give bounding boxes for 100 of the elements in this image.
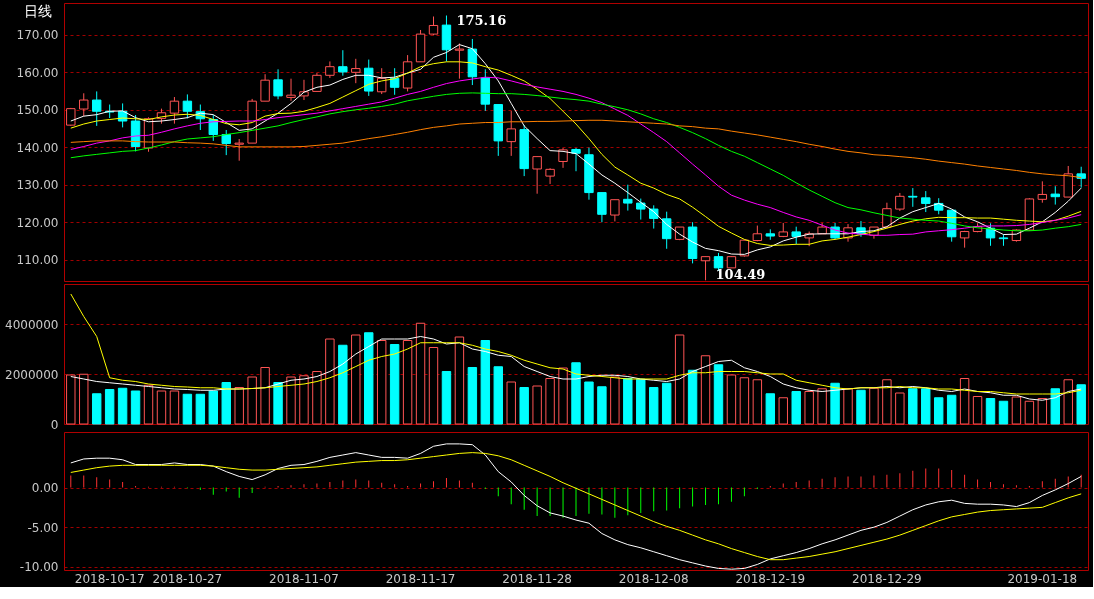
y-tick-label: 4000000 (5, 317, 59, 332)
candlestick (1050, 185, 1060, 206)
bar (182, 393, 193, 425)
bar (934, 397, 944, 425)
x-tick-label: 2018-12-19 (735, 571, 806, 586)
bar (169, 390, 180, 425)
bar (338, 344, 348, 425)
bar (1076, 384, 1086, 425)
bar (506, 381, 516, 425)
bar (389, 344, 400, 425)
bar (804, 391, 814, 425)
candlestick (260, 73, 270, 102)
bar (571, 362, 581, 425)
x-tick-label: 2018-12-08 (618, 571, 689, 586)
bar (351, 334, 361, 425)
bar (260, 367, 270, 425)
bar (156, 390, 167, 425)
bar (286, 376, 296, 425)
x-tick-label: 2018-12-29 (852, 571, 922, 586)
candlestick (234, 138, 244, 162)
candlestick (312, 72, 322, 92)
bar (1063, 379, 1073, 425)
candlestick (597, 192, 607, 223)
candlestick (623, 184, 633, 212)
bar (817, 388, 827, 425)
bar (66, 374, 76, 425)
candlestick (351, 58, 361, 84)
bar (584, 381, 594, 425)
bar (208, 390, 218, 425)
bar (791, 391, 801, 425)
candlestick (364, 59, 374, 97)
candlestick (376, 67, 387, 95)
candlestick (1063, 165, 1073, 198)
candlestick (700, 256, 711, 281)
bar (467, 367, 478, 425)
bar (1050, 388, 1060, 425)
bar (830, 382, 840, 425)
bar (545, 378, 555, 425)
bar (92, 393, 102, 425)
bar (674, 334, 685, 425)
candlestick (286, 78, 296, 102)
candlestick (661, 211, 672, 250)
candlestick (506, 110, 516, 157)
bar (946, 394, 957, 425)
bar (882, 379, 892, 425)
bar (364, 332, 374, 425)
candlestick (558, 147, 568, 169)
y-tick-label: -10.00 (19, 560, 59, 575)
bar (376, 340, 387, 425)
bar (454, 336, 465, 425)
bar (597, 386, 607, 425)
bar (130, 390, 141, 425)
bar (765, 393, 776, 425)
bar (908, 388, 918, 425)
bar (623, 378, 633, 425)
bar (700, 355, 711, 425)
bar (195, 393, 206, 425)
candlestick (389, 67, 400, 96)
candlestick (92, 90, 102, 127)
bar (493, 366, 503, 425)
bar (532, 385, 542, 425)
x-tick-label: 2018-11-28 (502, 571, 573, 586)
candlestick (338, 49, 348, 77)
bar (428, 347, 439, 425)
bar (558, 367, 568, 425)
bar (985, 398, 996, 425)
candlestick (1076, 166, 1086, 189)
bar (649, 387, 659, 425)
line-series (70, 336, 1082, 401)
bar (143, 384, 154, 425)
annotation: 104.49 (715, 267, 766, 283)
y-tick-label: -5.00 (27, 520, 59, 535)
candlestick (273, 68, 283, 100)
y-tick-label: 150.00 (16, 103, 59, 118)
bar (221, 382, 231, 425)
candlestick (571, 147, 581, 172)
y-tick-label: 170.00 (16, 28, 59, 43)
bar (415, 322, 426, 425)
line-series (70, 293, 1082, 395)
bar (104, 389, 115, 425)
candlestick (610, 199, 620, 222)
bar (1024, 400, 1035, 425)
candlestick (79, 92, 89, 117)
y-tick-label: 140.00 (16, 140, 59, 155)
bar (959, 378, 970, 425)
bar (636, 378, 646, 425)
bar (998, 400, 1009, 425)
bar (299, 375, 309, 425)
bar (869, 387, 879, 425)
candlestick (921, 190, 931, 213)
bar (921, 388, 931, 425)
bar (441, 371, 452, 425)
chart-title: 日线 (24, 3, 52, 19)
bar (325, 338, 335, 425)
y-tick-label: 160.00 (16, 65, 59, 80)
bar (79, 373, 89, 425)
bar (687, 369, 698, 425)
bar (247, 376, 257, 425)
bar (661, 382, 672, 425)
bar (726, 374, 737, 425)
